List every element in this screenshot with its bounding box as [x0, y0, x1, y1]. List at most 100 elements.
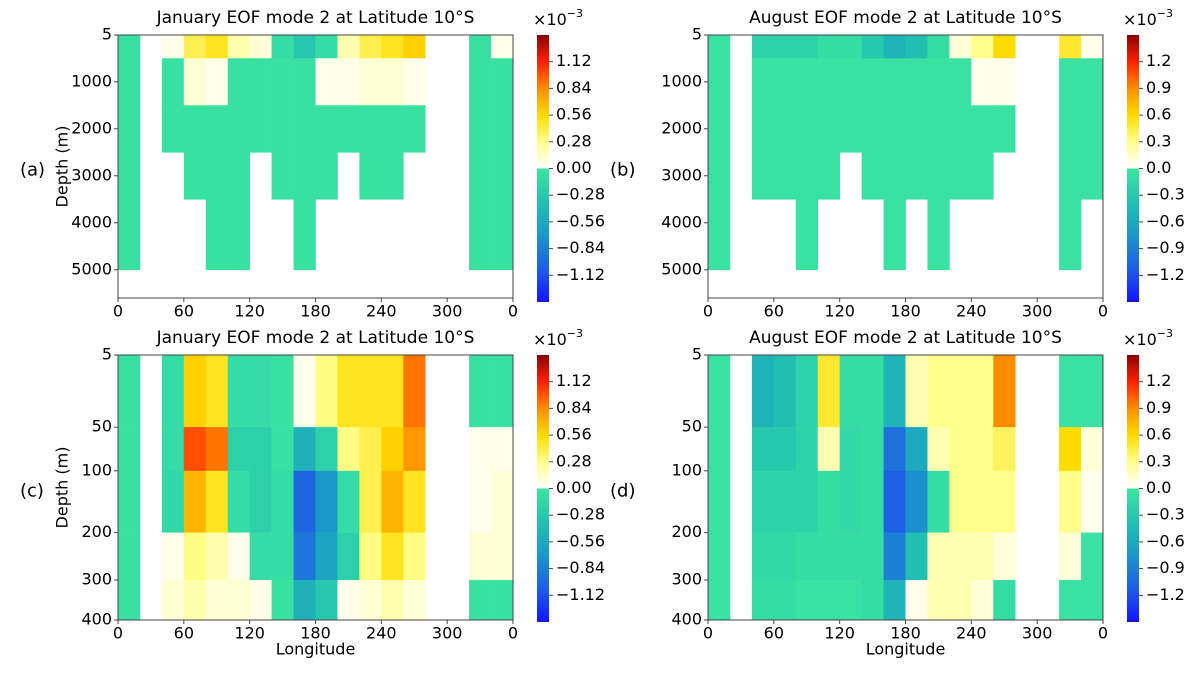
field-cell [491, 35, 514, 59]
field-cell [293, 199, 316, 271]
field-cell [183, 35, 207, 59]
field-cell [293, 355, 316, 428]
y-axis-label: Depth (m) [53, 126, 72, 208]
field-cell [183, 105, 207, 153]
field-cell [381, 470, 404, 533]
x-tick-label: 300 [1022, 302, 1053, 321]
field-cell [971, 355, 994, 428]
field-cell [183, 470, 207, 533]
field-cell [817, 355, 840, 428]
colorbar-negative [1127, 488, 1139, 622]
field-cell [949, 58, 972, 106]
field-cell [971, 105, 994, 153]
field-cell [795, 58, 819, 106]
field-cell [861, 532, 884, 581]
field-cell [971, 58, 994, 106]
colorbar-tick-label: 1.12 [556, 51, 592, 70]
field-cell [773, 58, 797, 106]
field-cell [227, 105, 250, 153]
y-tick-label: 50 [92, 417, 112, 436]
x-tick-label: 120 [234, 624, 265, 643]
colorbar-label-base: ×10 [1123, 330, 1157, 349]
panel-title: January EOF mode 2 at Latitude 10°S [156, 328, 475, 348]
field-cell [183, 427, 207, 472]
field-cell [861, 35, 884, 59]
field-cell [491, 199, 514, 271]
field-cell [883, 427, 906, 472]
field-cell [708, 580, 731, 621]
y-tick-label: 5 [692, 345, 702, 364]
field-cell [993, 580, 1016, 621]
field-cell [751, 105, 775, 153]
colorbar-label-base: ×10 [1123, 10, 1157, 29]
y-tick-label: 200 [81, 522, 112, 541]
field-cell [971, 580, 994, 621]
field-cell [118, 580, 141, 621]
field-cell [795, 427, 819, 472]
field-cell [403, 355, 426, 428]
field-cell [773, 532, 797, 581]
field-cell [403, 58, 426, 106]
field-cell [905, 105, 928, 153]
x-tick-label: 0 [508, 624, 518, 643]
field-cell [817, 427, 840, 472]
field-cell [708, 199, 731, 271]
y-tick-label: 2000 [71, 118, 112, 137]
colorbar-tick-label: 0.28 [556, 131, 592, 150]
field-cell [403, 532, 426, 581]
field-cell [751, 532, 775, 581]
colorbar-tick-label: −0.6 [1146, 211, 1185, 230]
y-tick-label: 400 [671, 610, 702, 629]
field-cell [773, 105, 797, 153]
y-tick-label: 300 [81, 570, 112, 589]
field-cell [293, 427, 316, 472]
x-tick-label: 240 [956, 624, 987, 643]
field-cell [949, 427, 972, 472]
field-cell [708, 427, 731, 472]
y-axis-label: Depth (m) [53, 447, 72, 529]
field-cell [927, 532, 950, 581]
field-cell [359, 580, 382, 621]
field-cell [795, 470, 819, 533]
field-cell [469, 152, 492, 200]
field-cell [1081, 532, 1104, 581]
field-cell [993, 35, 1016, 59]
x-tick-label: 300 [432, 302, 463, 321]
field-cell [205, 105, 229, 153]
x-tick-label: 60 [764, 624, 784, 643]
field-cell [118, 355, 141, 428]
field-cell [1059, 35, 1082, 59]
x-tick-label: 180 [890, 302, 921, 321]
field-cell [249, 35, 272, 59]
field-cell [751, 58, 775, 106]
colorbar-negative [537, 168, 549, 302]
field-cell [927, 199, 950, 271]
field-cell [118, 427, 141, 472]
x-tick-label: 180 [300, 624, 331, 643]
field-cell [315, 105, 338, 153]
field-cell [927, 580, 950, 621]
field-cell [817, 105, 840, 153]
y-tick-label: 1000 [661, 71, 702, 90]
field-cell [927, 355, 950, 428]
panel-title: August EOF mode 2 at Latitude 10°S [749, 328, 1062, 348]
field-cell [905, 152, 928, 200]
field-cell [118, 35, 141, 59]
field-cell [118, 105, 141, 153]
field-cell [271, 580, 294, 621]
colorbar-tick-label: 0.84 [556, 398, 592, 417]
x-tick-label: 60 [174, 302, 194, 321]
field-cell [337, 35, 360, 59]
field-cell [118, 152, 141, 200]
x-tick-label: 60 [174, 624, 194, 643]
colorbar-negative [1127, 168, 1139, 302]
field-cell [161, 105, 185, 153]
y-tick-label: 300 [671, 570, 702, 589]
field-cell [491, 580, 514, 621]
field-cell [205, 532, 229, 581]
colorbar-tick-label: −0.84 [556, 558, 605, 577]
field-cell [359, 532, 382, 581]
field-cell [381, 580, 404, 621]
field-cell [293, 58, 316, 106]
